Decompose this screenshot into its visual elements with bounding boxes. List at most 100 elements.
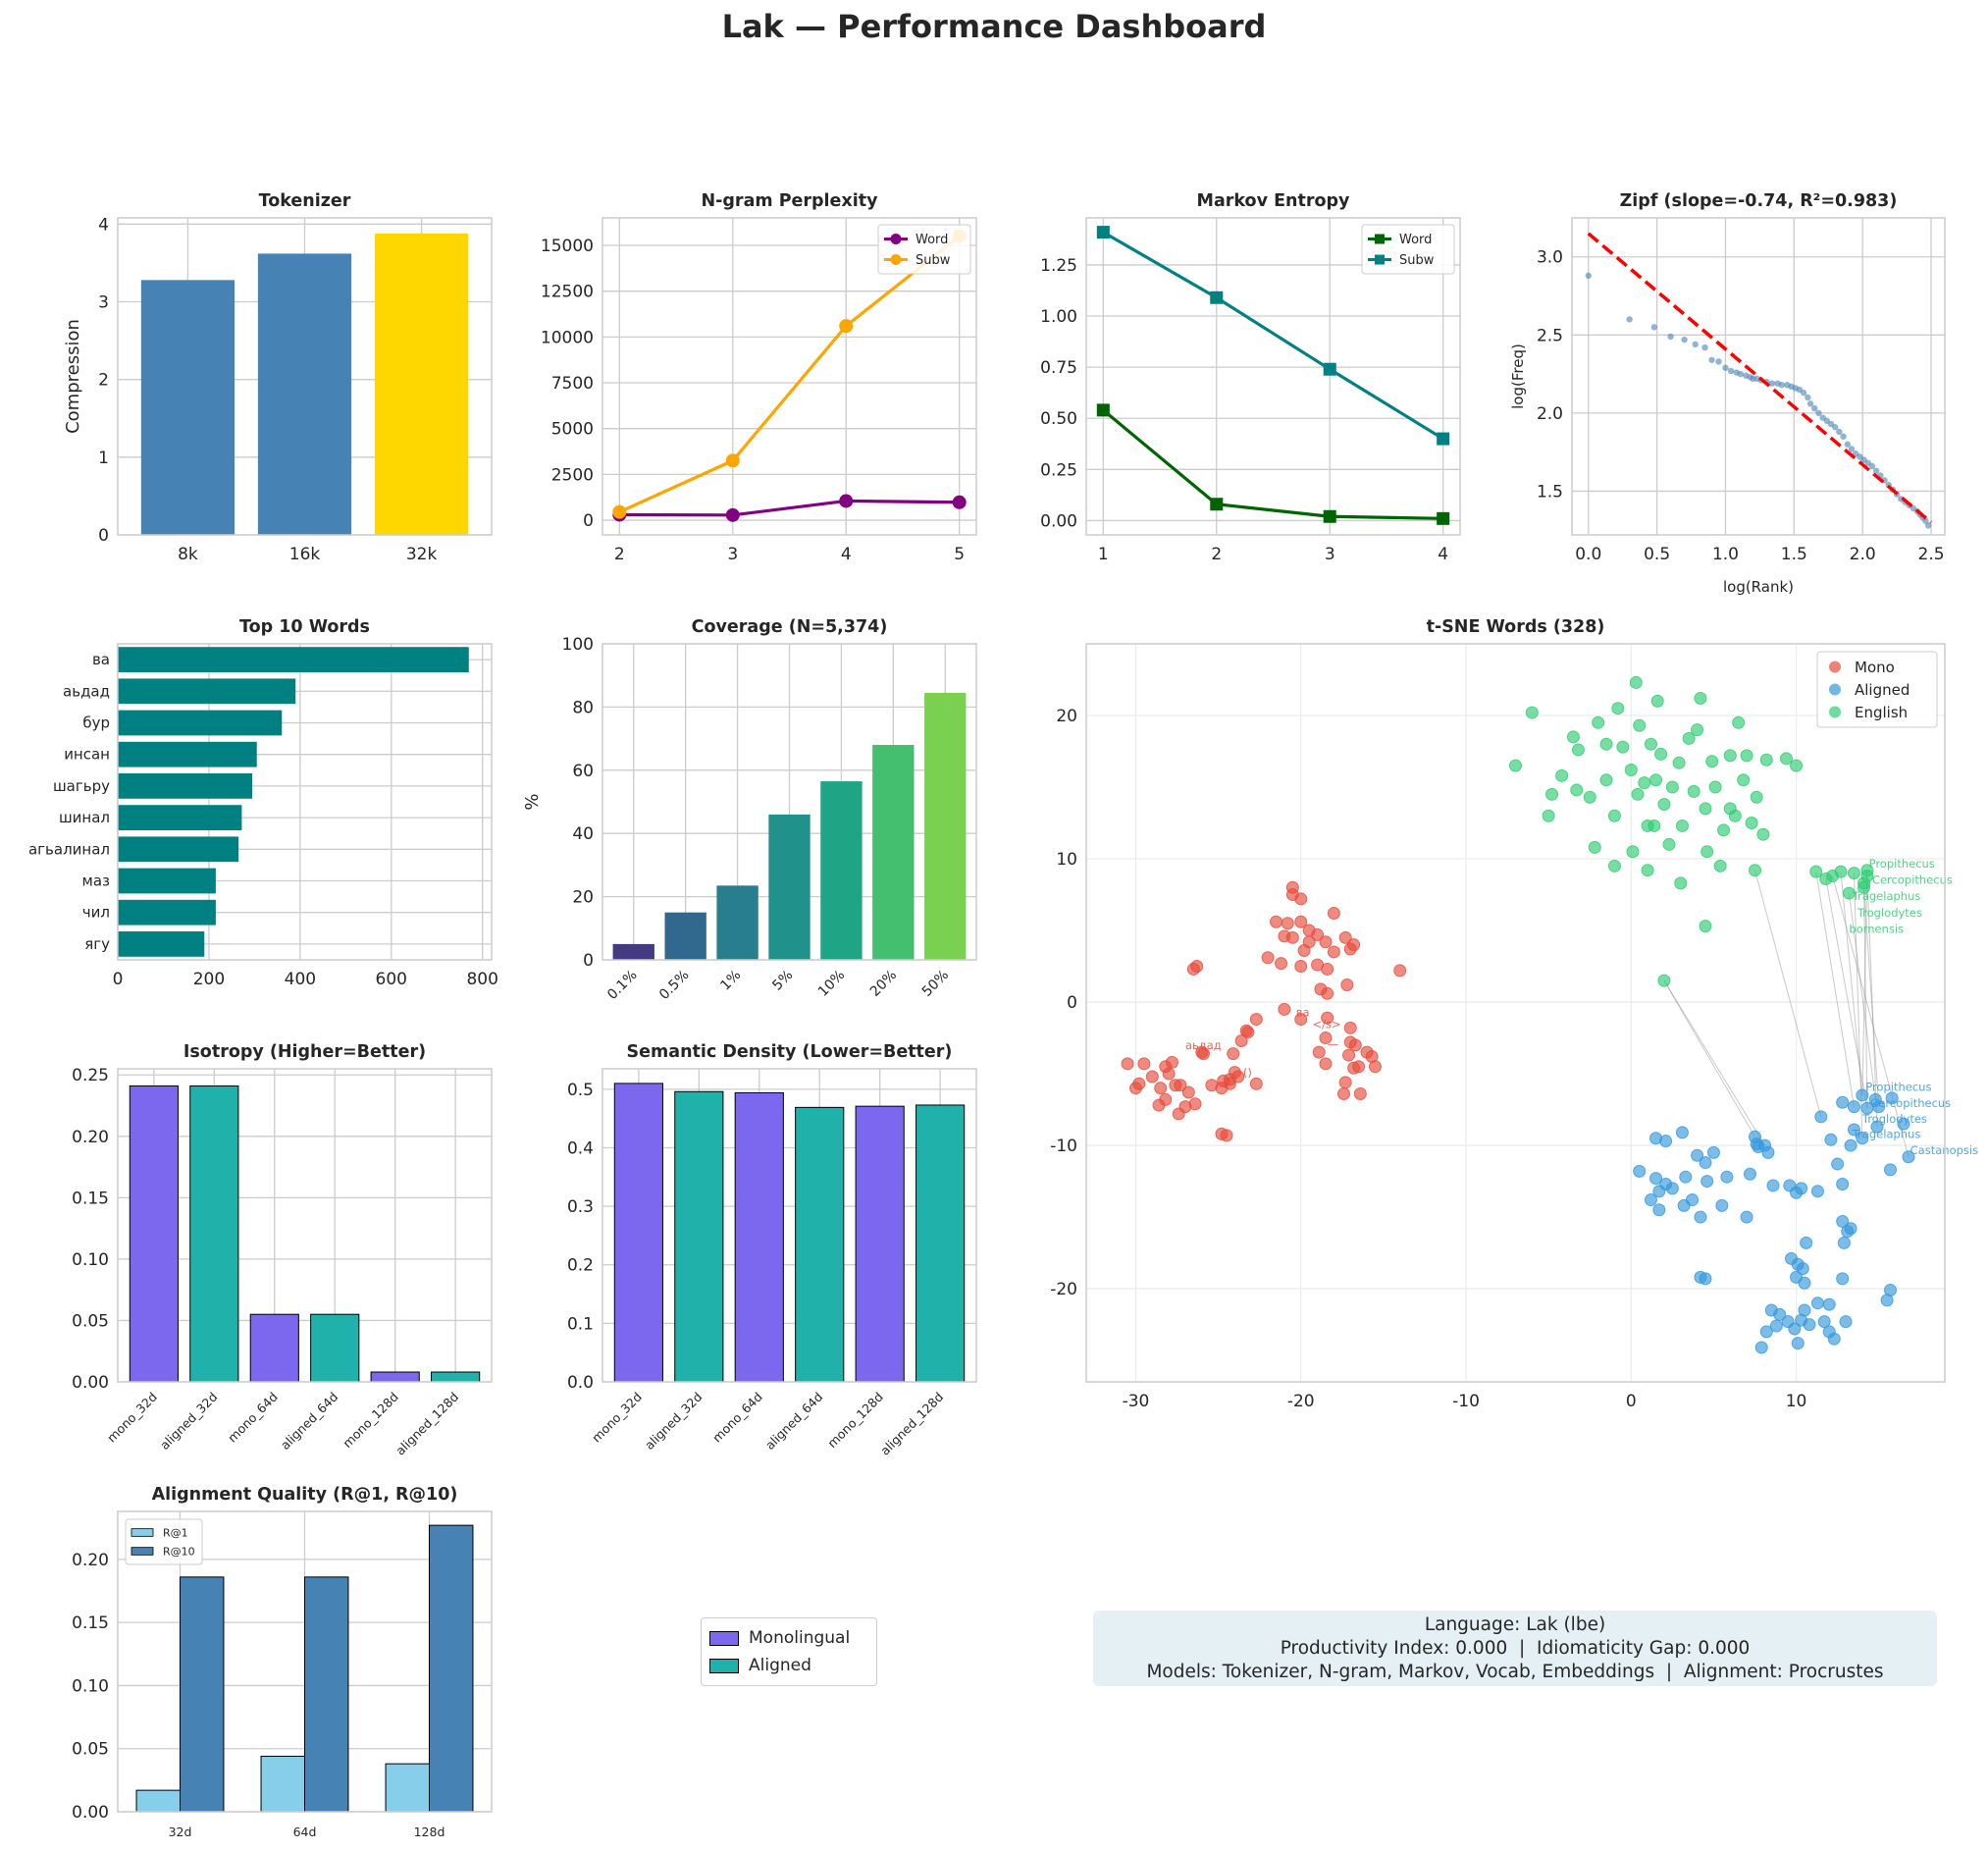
zipf-xtick-label: 2.0: [1850, 545, 1876, 564]
tsne-frame: [1085, 643, 1946, 1383]
tsne-point-english: [1624, 763, 1638, 776]
alignment-title: Alignment Quality (R@1, R@10): [152, 1485, 458, 1505]
tsne-point-aligned: [1814, 1110, 1828, 1124]
zipf-point: [1650, 324, 1658, 331]
tsne-ytick-label: 0: [1067, 993, 1077, 1013]
coverage-ytick-label: 40: [572, 824, 594, 844]
tsne-point-mono: [1190, 960, 1204, 974]
tsne-point-aligned: [1649, 1172, 1663, 1186]
tsne-point-mono: [1337, 1087, 1350, 1101]
tsne-point-english: [1759, 753, 1773, 767]
tokenizer-ytick-label: 0: [98, 526, 109, 546]
tsne-point-mono: [1154, 1082, 1168, 1095]
tsne-point-mono: [1343, 942, 1357, 956]
zipf-point: [1868, 462, 1876, 470]
tsne-point-aligned: [1652, 1203, 1666, 1217]
semantic-ytick-label: 0.5: [567, 1081, 594, 1100]
tsne-point-mono: [1368, 1060, 1382, 1074]
tsne-point-mono: [1278, 929, 1291, 943]
tsne-point-english: [1657, 798, 1671, 812]
tsne-point-mono: [1239, 1024, 1253, 1037]
tsne-alignment-link: [1663, 979, 1766, 1146]
ngram-legend-marker: [890, 234, 902, 244]
info-box: Language: Lak (lbe) Productivity Index: …: [1093, 1611, 1937, 1686]
tsne-point-english: [1790, 759, 1804, 772]
top10-bar: [118, 899, 216, 926]
tsne-point-english: [1705, 755, 1719, 768]
alignment-legend-swatch: [131, 1547, 154, 1556]
tsne-xtick-label: -30: [1123, 1392, 1150, 1411]
tsne-point-english: [1809, 865, 1823, 878]
top10-xtick-label: 200: [193, 970, 225, 989]
tsne-point-aligned: [1831, 1157, 1845, 1171]
tsne-point-aligned: [1795, 1182, 1808, 1195]
markov-frame: [1085, 217, 1461, 536]
markov-ytick-label: 1.00: [1040, 307, 1077, 327]
tsne-point-aligned: [1856, 1132, 1869, 1145]
tsne-point-aligned: [1754, 1341, 1768, 1354]
tsne-point-aligned: [1902, 1150, 1915, 1164]
tsne-point-english: [1555, 768, 1569, 782]
coverage-xtick-label: 0.1%: [604, 968, 640, 1003]
zipf-xtick-label: 2.5: [1918, 545, 1945, 564]
tsne-point-english: [1588, 840, 1601, 854]
coverage-xtick-label: 0.5%: [656, 968, 692, 1003]
tsne-point-english: [1740, 749, 1753, 763]
ngram-xtick-label: 2: [614, 545, 625, 564]
semantic-xtick-label: mono_128d: [824, 1390, 886, 1452]
tsne-point-aligned: [1798, 1303, 1811, 1317]
alignment-bar-r10: [304, 1576, 349, 1813]
zipf-point: [1715, 358, 1722, 365]
ngram-legend: [877, 224, 971, 275]
coverage-ytick-label: 80: [572, 698, 594, 717]
tsne-point-mono: [1294, 960, 1308, 974]
tsne-point-mono: [1223, 1077, 1236, 1090]
zipf-point: [1737, 370, 1745, 378]
coverage-bar: [872, 745, 915, 960]
zipf-point: [1708, 356, 1715, 363]
tsne-annotation: Cercopithecus: [1870, 1096, 1951, 1110]
tsne-point-english: [1842, 886, 1856, 900]
tsne-point-aligned: [1856, 1088, 1869, 1102]
tsne-annotation: Propithecus: [1869, 857, 1935, 871]
tsne-legend-marker: [1829, 706, 1841, 718]
tsne-point-mono: [1152, 1098, 1166, 1112]
coverage-xtick-label: 50%: [919, 968, 952, 1000]
tsne-point-aligned: [1800, 1236, 1813, 1249]
tsne-point-aligned: [1836, 1214, 1850, 1228]
tsne-point-aligned: [1836, 1095, 1850, 1109]
semantic-xtick-label: mono_64d: [709, 1390, 765, 1446]
zipf-point: [1806, 400, 1814, 407]
tsne-point-aligned: [1847, 1100, 1860, 1114]
tsne-point-mono: [1249, 1077, 1263, 1090]
tsne-point-mono: [1340, 978, 1354, 992]
semantic-frame: [602, 1068, 977, 1383]
tsne-point-english: [1694, 691, 1707, 705]
markov-xtick-label: 2: [1211, 545, 1222, 564]
ngram-marker: [839, 494, 854, 508]
tsne-point-aligned: [1824, 1133, 1838, 1146]
tsne-point-mono: [1181, 1085, 1195, 1099]
alignment-bar-r1: [385, 1763, 430, 1813]
coverage-bar: [924, 692, 967, 960]
zipf-point: [1832, 424, 1839, 431]
tsne-point-aligned: [1788, 1322, 1802, 1336]
tsne-point-english: [1644, 737, 1657, 751]
semantic-bar: [674, 1090, 724, 1383]
tsne-point-mono: [1234, 1033, 1248, 1047]
tsne-point-aligned: [1740, 1210, 1753, 1224]
tsne-point-mono: [1319, 1057, 1333, 1071]
tsne-point-aligned: [1870, 1120, 1884, 1134]
tsne-point-english: [1654, 747, 1668, 761]
alignment-ytick-label: 0.15: [72, 1613, 109, 1633]
legend-swatch-monolingual: [709, 1630, 739, 1646]
tsne-legend-label: Aligned: [1855, 681, 1910, 699]
tsne-point-aligned: [1796, 1262, 1809, 1276]
tsne-point-aligned: [1844, 1222, 1857, 1236]
top10-bar: [118, 868, 216, 894]
tokenizer-ylabel: Compression: [63, 319, 83, 434]
tsne-point-mono: [1348, 1038, 1362, 1052]
markov-ytick-label: 0.00: [1040, 511, 1077, 531]
tsne-alignment-link: [1848, 893, 1876, 1100]
isotropy-xtick-label: aligned_128d: [392, 1390, 461, 1458]
